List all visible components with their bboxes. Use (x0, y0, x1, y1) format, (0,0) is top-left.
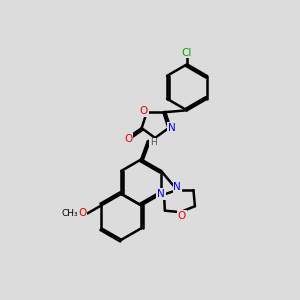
Text: O: O (124, 134, 132, 144)
Text: N: N (157, 189, 165, 199)
Text: O: O (140, 106, 148, 116)
Text: CH₃: CH₃ (62, 209, 79, 218)
Text: N: N (173, 182, 181, 192)
Text: Cl: Cl (182, 48, 192, 58)
Text: N: N (168, 123, 176, 133)
Text: O: O (78, 208, 86, 218)
Text: H: H (150, 138, 156, 147)
Text: O: O (178, 211, 186, 221)
